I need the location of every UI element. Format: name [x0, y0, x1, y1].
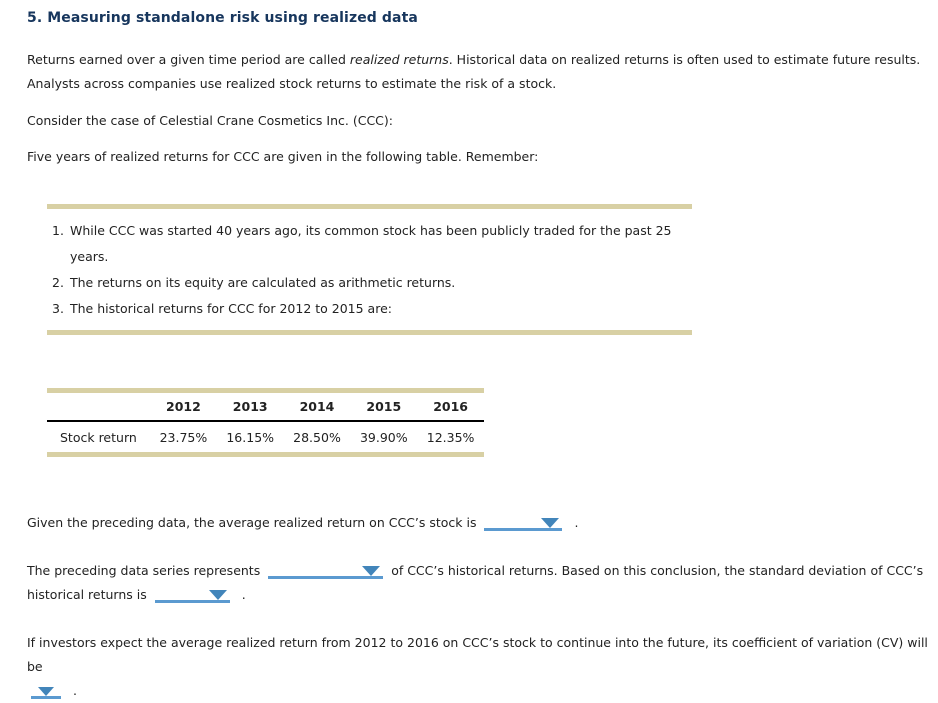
stock-return-cell: 12.35% — [426, 429, 475, 445]
q1-period: . — [574, 515, 579, 530]
intro-text-post: . Historical data on realized returns is… — [448, 52, 921, 67]
table-header-year: 2015 — [366, 399, 402, 414]
list-item-text: The returns on its equity are calculated… — [70, 275, 456, 290]
notes-box: 1. While CCC was started 40 years ago, i… — [47, 204, 692, 335]
stock-return-cell: 28.50% — [293, 429, 341, 445]
notes-list: 1. While CCC was started 40 years ago, i… — [47, 209, 692, 330]
table-header-year: 2014 — [299, 399, 335, 414]
q3-text: If investors expect the average realized… — [27, 635, 928, 674]
std-dev-dropdown[interactable] — [154, 590, 230, 603]
intro-text-italic: realized returns — [349, 52, 449, 67]
list-item-number: 1. — [52, 223, 64, 238]
dropdown-arrow-icon — [541, 518, 560, 528]
cv-dropdown[interactable] — [31, 686, 61, 699]
table-row: Stock return 23.75% 16.15% 28.50% 39.90%… — [47, 421, 484, 452]
consider-paragraph: Consider the case of Celestial Crane Cos… — [27, 113, 393, 128]
table-header-year: 2013 — [232, 399, 268, 414]
returns-table: 2012 2013 2014 2015 2016 Stock return 23… — [47, 388, 484, 457]
page-title: 5. Measuring standalone risk using reali… — [27, 10, 418, 26]
list-item: 3. The historical returns for CCC for 20… — [52, 296, 692, 322]
list-item-text: While CCC was started 40 years ago, its … — [70, 223, 672, 264]
notes-bottom-rule — [47, 330, 692, 335]
dropdown-arrow-icon — [362, 566, 381, 576]
table-top-rule — [47, 388, 484, 393]
row-label: Stock return — [60, 429, 137, 445]
question-data-series: The preceding data series represents of … — [27, 559, 930, 607]
intro-text-pre: Returns earned over a given time period … — [27, 52, 350, 67]
q3-period: . — [72, 683, 77, 698]
five-years-paragraph: Five years of realized returns for CCC a… — [27, 149, 539, 164]
table-header-row: 2012 2013 2014 2015 2016 — [47, 393, 484, 421]
table-header-year: 2016 — [433, 399, 468, 414]
intro-text-line2: Analysts across companies use realized s… — [27, 76, 557, 91]
table-header-blank — [47, 393, 150, 421]
question-average-return: Given the preceding data, the average re… — [27, 511, 930, 535]
stock-return-cell: 16.15% — [226, 429, 275, 445]
table-header-year: 2012 — [166, 399, 201, 414]
table-bottom-rule — [47, 452, 484, 457]
stock-return-cell: 23.75% — [159, 429, 208, 445]
q2-text-seg2: of CCC’s historical returns. Based on th… — [391, 563, 924, 578]
q2-text-seg1: The preceding data series represents — [27, 563, 261, 578]
dropdown-arrow-icon — [38, 687, 54, 696]
q1-text: Given the preceding data, the average re… — [27, 515, 477, 530]
list-item-text: The historical returns for CCC for 2012 … — [70, 301, 392, 316]
list-item: 1. While CCC was started 40 years ago, i… — [52, 218, 692, 270]
dropdown-arrow-icon — [208, 590, 227, 600]
question-cv: If investors expect the average realized… — [27, 631, 930, 703]
q2-text-seg3: historical returns is — [27, 587, 147, 602]
intro-paragraph: Returns earned over a given time period … — [27, 48, 930, 96]
list-item-number: 2. — [52, 275, 64, 290]
q2-period: . — [241, 587, 246, 602]
average-return-dropdown[interactable] — [484, 518, 563, 531]
notes-top-rule — [47, 204, 692, 209]
list-item: 2. The returns on its equity are calcula… — [52, 270, 692, 296]
stock-return-cell: 39.90% — [359, 429, 408, 445]
data-series-dropdown[interactable] — [268, 566, 384, 579]
list-item-number: 3. — [52, 301, 64, 316]
